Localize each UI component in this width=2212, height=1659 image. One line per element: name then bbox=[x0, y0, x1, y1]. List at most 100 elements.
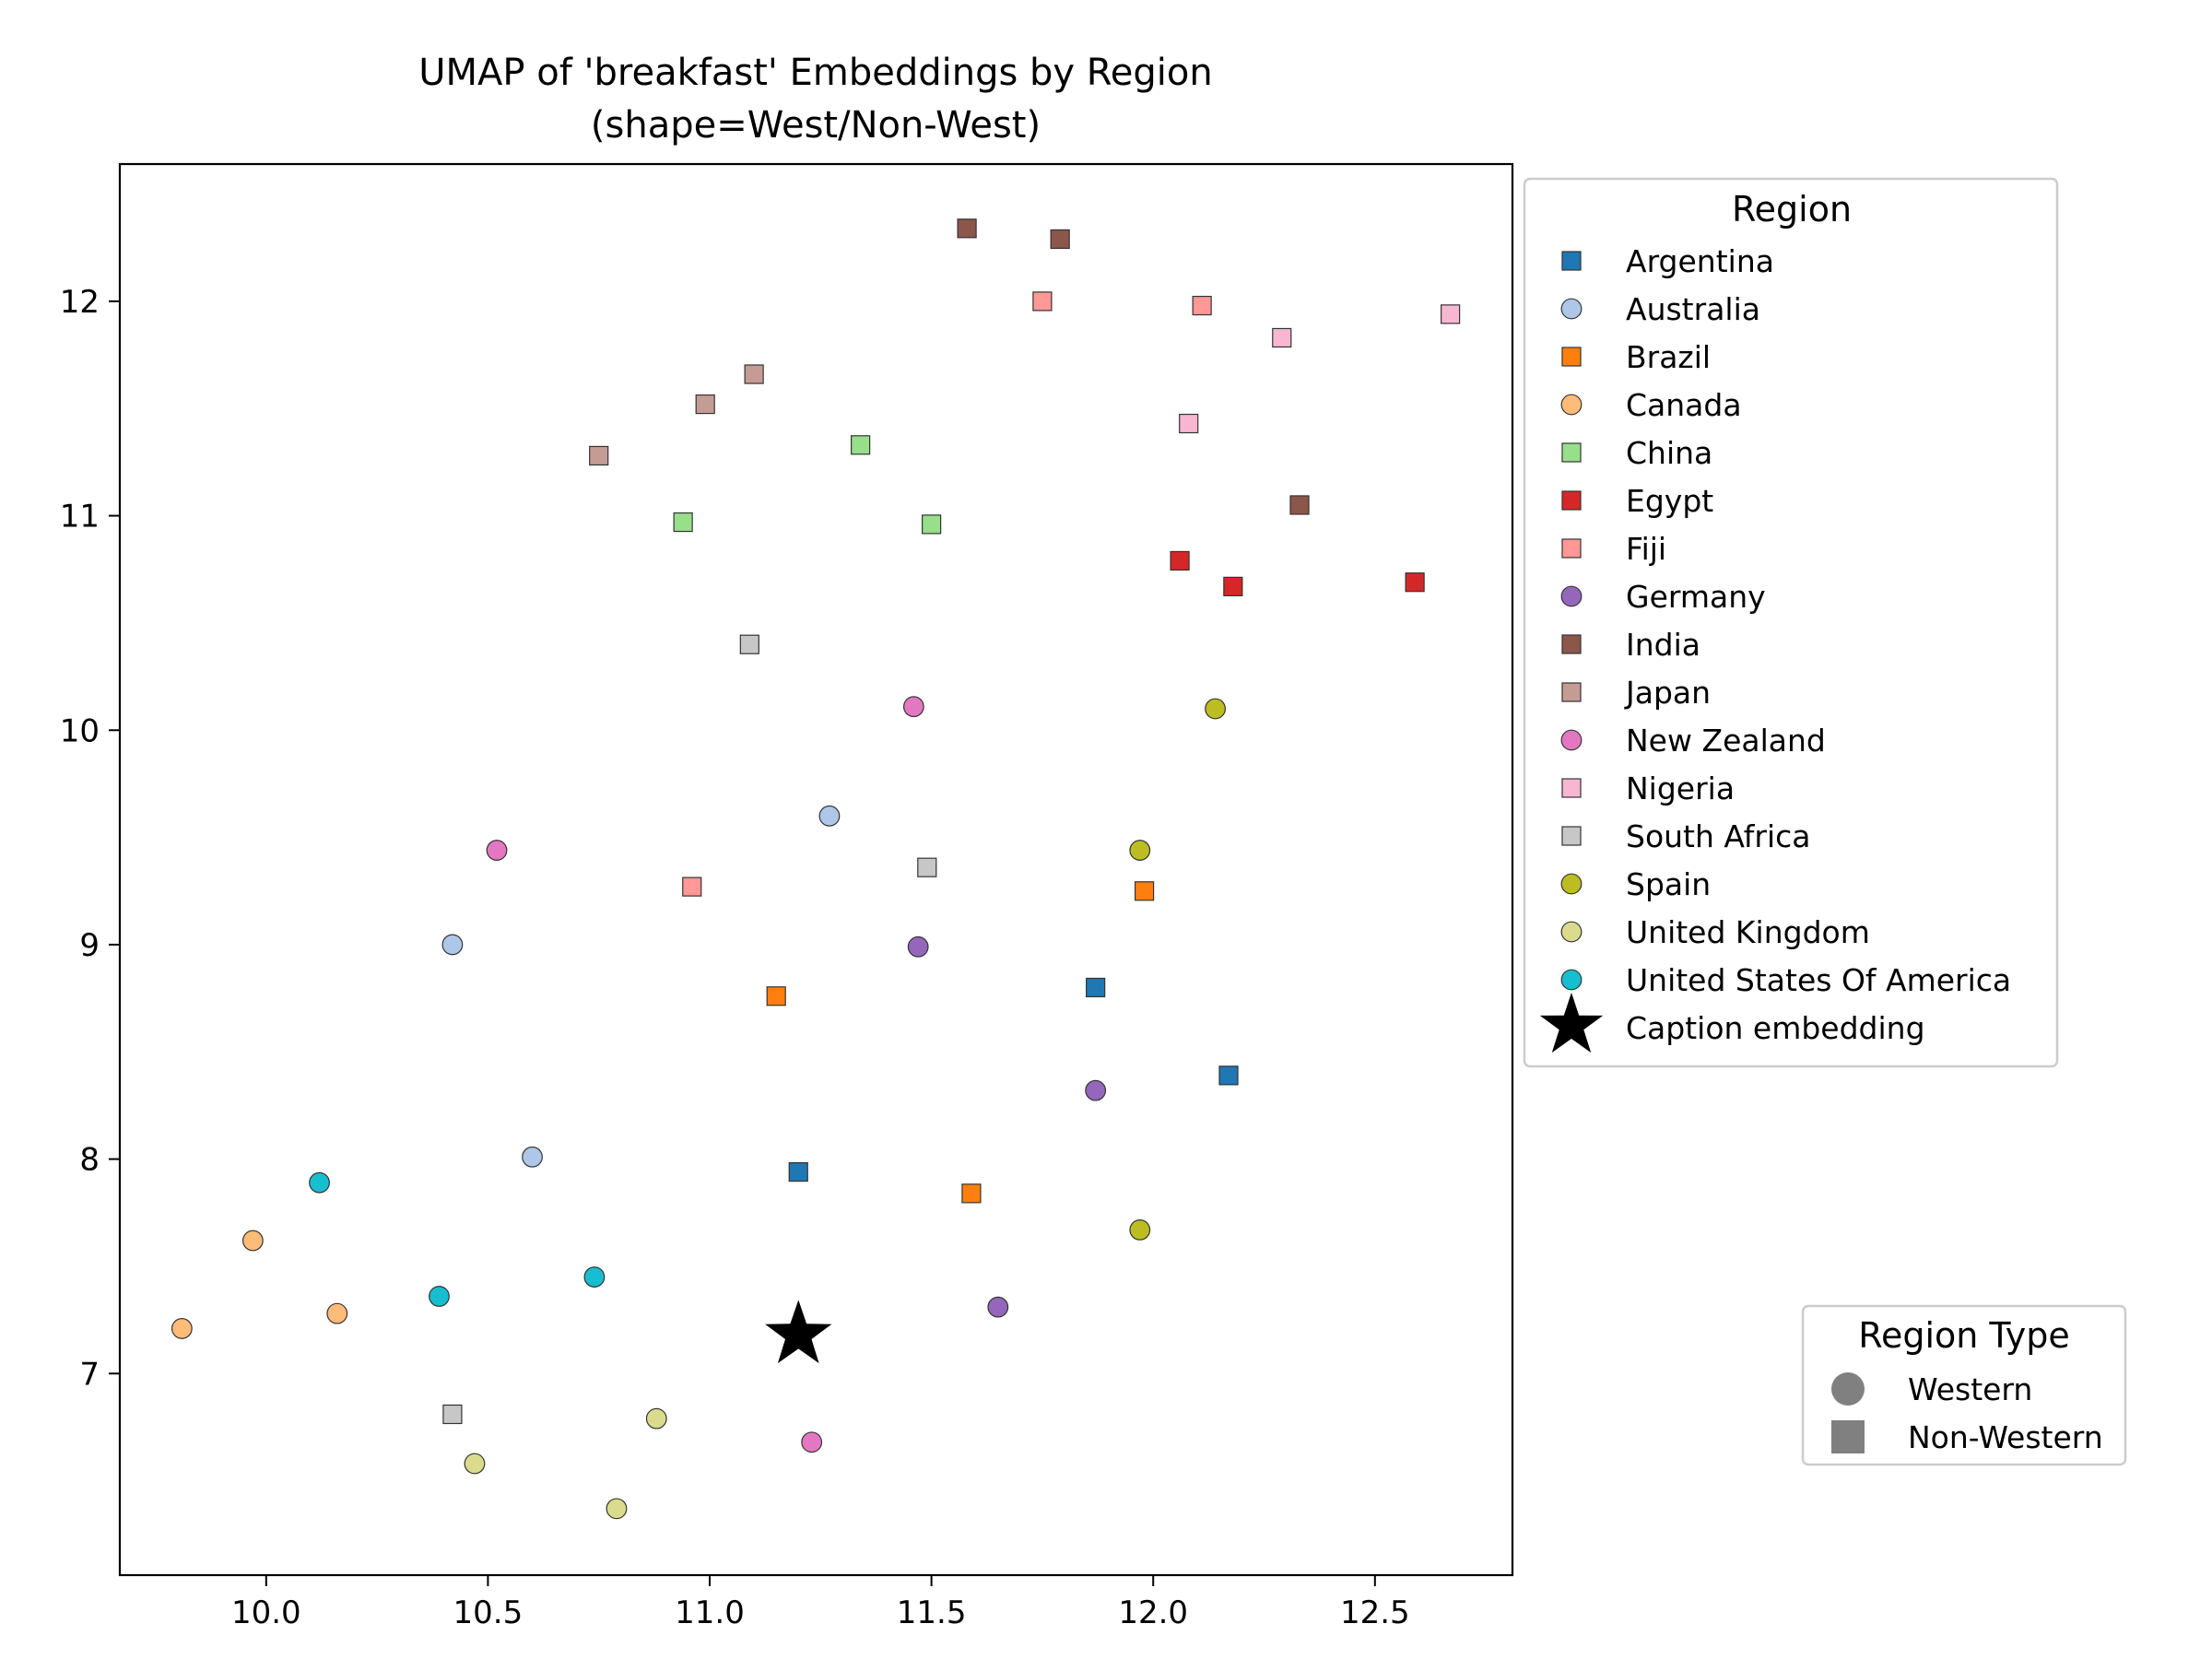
legend-marker bbox=[1561, 442, 1582, 463]
x-tick-label: 10.5 bbox=[453, 1594, 524, 1631]
y-tick-label: 11 bbox=[60, 499, 100, 535]
point-germany bbox=[987, 1296, 1009, 1318]
point-nigeria bbox=[1272, 327, 1292, 348]
point-united-states-of-america bbox=[583, 1266, 606, 1288]
point-south-africa bbox=[917, 857, 937, 877]
region-type-legend-box bbox=[1801, 1304, 2127, 1466]
legend-marker bbox=[1560, 585, 1583, 607]
point-china bbox=[673, 512, 693, 533]
point-fiji bbox=[682, 877, 702, 897]
legend-marker bbox=[1561, 634, 1582, 654]
legend-label: China bbox=[1626, 435, 1712, 471]
legend-marker bbox=[1561, 251, 1582, 271]
point-japan bbox=[695, 394, 715, 415]
legend-marker bbox=[1561, 490, 1582, 511]
legend-marker bbox=[1560, 298, 1583, 320]
point-south-africa bbox=[442, 1404, 463, 1425]
point-japan bbox=[589, 445, 609, 466]
y-tick-label: 9 bbox=[79, 927, 100, 964]
legend-label: Brazil bbox=[1626, 339, 1711, 375]
plot-area: 10.0 10.5 11.0 11.5 12.0 12.5 7 8 9 10 11 12 bbox=[60, 162, 1514, 1631]
legend-marker bbox=[1560, 873, 1583, 895]
legend-western-circle bbox=[1831, 1372, 1865, 1406]
point-south-africa bbox=[739, 634, 759, 654]
legend-label: Nigeria bbox=[1626, 771, 1735, 806]
y-tick-label: 10 bbox=[60, 712, 100, 749]
point-egypt bbox=[1405, 572, 1425, 593]
x-tick-label: 11.0 bbox=[675, 1594, 745, 1631]
y-tick-label: 12 bbox=[60, 284, 100, 321]
chart-title-line: (shape=West/Non-West) bbox=[591, 104, 1041, 147]
region-type-legend: Region Type Western Non-Western bbox=[1801, 1304, 2127, 1466]
point-argentina bbox=[1218, 1065, 1239, 1086]
point-india bbox=[1050, 229, 1070, 250]
point-egypt bbox=[1223, 576, 1243, 596]
legend-marker bbox=[1560, 969, 1583, 991]
legend-label-caption: Caption embedding bbox=[1626, 1010, 1925, 1046]
region-type-legend-title: Region Type bbox=[1858, 1315, 2069, 1356]
point-united-kingdom bbox=[464, 1453, 486, 1475]
point-spain bbox=[1205, 698, 1226, 720]
point-united-states-of-america bbox=[429, 1286, 450, 1307]
x-tick-label: 11.5 bbox=[897, 1594, 967, 1631]
legend-label: Fiji bbox=[1626, 531, 1666, 567]
legend-label: Canada bbox=[1626, 387, 1742, 423]
region-type-label: Western bbox=[1908, 1371, 2032, 1407]
chart-title: UMAP of 'breakfast' Embeddings by Region… bbox=[418, 52, 1212, 147]
legend-label: Germany bbox=[1626, 579, 1766, 615]
legend-caption-star bbox=[1539, 993, 1604, 1053]
caption-embedding-star bbox=[765, 1300, 832, 1364]
data-points bbox=[171, 218, 1461, 1520]
point-united-kingdom bbox=[645, 1407, 667, 1430]
legend-marker bbox=[1560, 394, 1583, 416]
point-india bbox=[1289, 495, 1310, 515]
legend-marker bbox=[1561, 682, 1582, 702]
point-china bbox=[851, 435, 871, 455]
point-brazil bbox=[1134, 881, 1155, 901]
x-tick-label: 10.0 bbox=[231, 1594, 301, 1631]
point-brazil bbox=[961, 1183, 982, 1204]
plot-frame bbox=[118, 162, 1514, 1577]
point-fiji bbox=[1032, 291, 1053, 312]
chart-title-line: UMAP of 'breakfast' Embeddings by Region bbox=[418, 52, 1212, 94]
legend-label: Spain bbox=[1626, 866, 1711, 902]
x-tick-label: 12.5 bbox=[1340, 1594, 1410, 1631]
point-canada bbox=[241, 1230, 264, 1252]
point-australia bbox=[522, 1146, 543, 1168]
legend-label: Argentina bbox=[1626, 243, 1774, 279]
point-nigeria bbox=[1179, 413, 1199, 434]
legend-label: Japan bbox=[1624, 675, 1711, 711]
point-new-zealand bbox=[801, 1431, 823, 1453]
point-new-zealand bbox=[486, 840, 508, 861]
y-tick-label: 7 bbox=[79, 1356, 100, 1393]
region-legend-title: Region bbox=[1732, 189, 1852, 229]
point-india bbox=[957, 218, 977, 239]
legend-label: Egypt bbox=[1626, 483, 1713, 519]
legend-label: United Kingdom bbox=[1626, 914, 1870, 950]
region-type-label: Non-Western bbox=[1908, 1419, 2103, 1455]
legend-marker bbox=[1561, 538, 1582, 559]
region-legend-box bbox=[1523, 177, 2059, 1068]
point-new-zealand bbox=[902, 696, 924, 718]
y-tick-label: 8 bbox=[79, 1142, 100, 1179]
point-australia bbox=[818, 805, 841, 827]
point-china bbox=[922, 514, 942, 535]
point-australia bbox=[441, 934, 464, 956]
point-egypt bbox=[1170, 550, 1190, 571]
point-canada bbox=[326, 1302, 348, 1324]
point-spain bbox=[1129, 1218, 1151, 1241]
x-tick-label: 12.0 bbox=[1118, 1594, 1188, 1631]
legend-marker bbox=[1560, 921, 1583, 943]
point-brazil bbox=[766, 986, 786, 1006]
point-nigeria bbox=[1441, 304, 1461, 324]
point-fiji bbox=[1192, 295, 1212, 316]
legend-marker bbox=[1561, 826, 1582, 846]
point-canada bbox=[171, 1318, 193, 1339]
point-united-states-of-america bbox=[309, 1171, 330, 1194]
point-japan bbox=[744, 364, 764, 384]
legend-label: India bbox=[1626, 627, 1700, 663]
legend-non-western-square bbox=[1831, 1420, 1865, 1453]
point-argentina bbox=[788, 1161, 808, 1182]
point-germany bbox=[1085, 1079, 1107, 1101]
